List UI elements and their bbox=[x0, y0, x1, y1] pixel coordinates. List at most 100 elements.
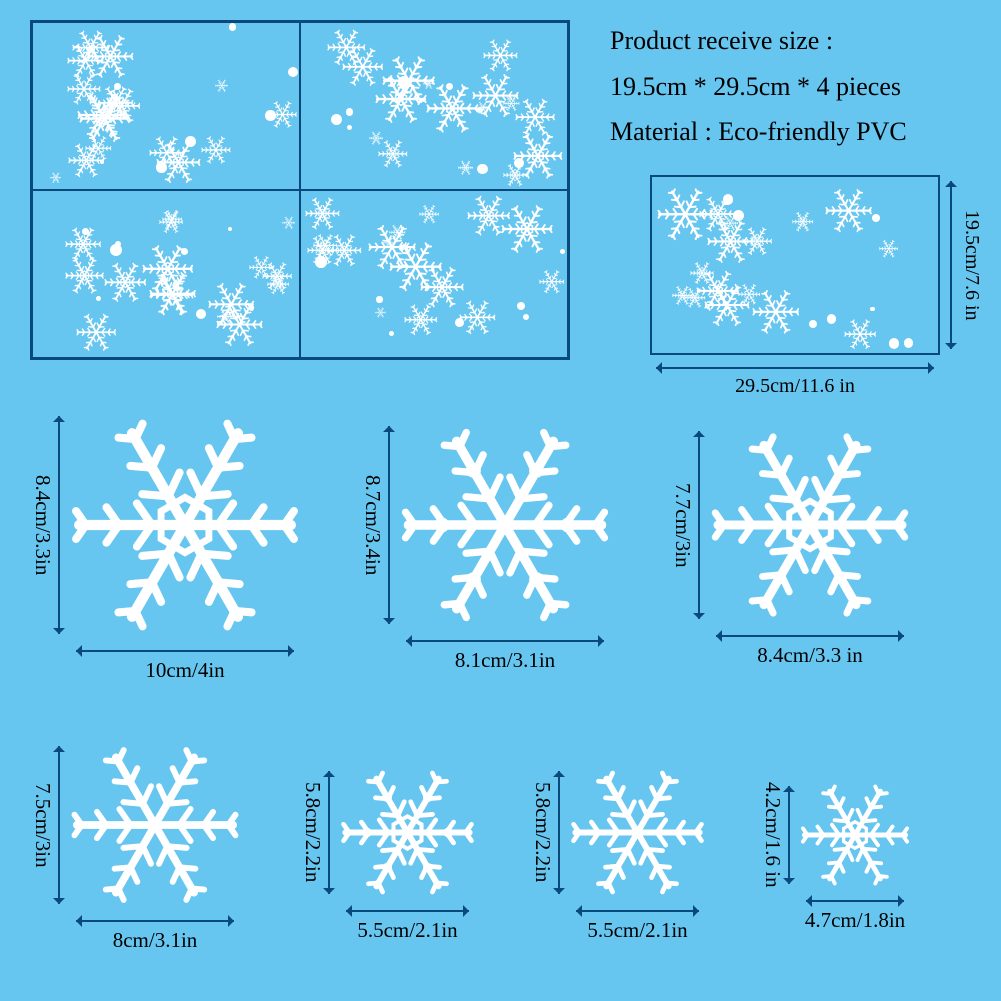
mini-snowflake-icon bbox=[404, 303, 438, 337]
mini-dot-icon bbox=[331, 114, 342, 125]
mini-snowflake-icon bbox=[503, 95, 520, 112]
mini-snowflake-icon bbox=[50, 172, 62, 184]
mini-snowflake-icon bbox=[307, 235, 338, 266]
height-label: 4.2cm/1.6 in bbox=[760, 780, 785, 890]
height-arrow bbox=[698, 431, 700, 619]
mini-snowflake-icon bbox=[375, 73, 427, 125]
width-arrow bbox=[576, 910, 699, 912]
width-label: 4.7cm/1.8in bbox=[800, 908, 910, 933]
mini-dot-icon bbox=[249, 306, 254, 311]
mini-dot-icon bbox=[100, 160, 104, 164]
height-label: 5.8cm/2.2in bbox=[300, 765, 325, 900]
mini-snowflake-icon bbox=[249, 255, 274, 280]
mini-dot-icon bbox=[809, 320, 817, 328]
mini-snowflake-icon bbox=[67, 42, 104, 79]
mini-dot-icon bbox=[560, 249, 565, 254]
mini-dot-icon bbox=[399, 245, 405, 251]
height-arrow bbox=[58, 746, 60, 904]
mini-snowflake-icon bbox=[215, 79, 228, 92]
mini-dot-icon bbox=[389, 331, 394, 336]
width-arrow bbox=[346, 910, 469, 912]
mini-snowflake-icon bbox=[76, 312, 116, 352]
width-label: 8.1cm/3.1in bbox=[400, 648, 610, 673]
mini-snowflake-icon bbox=[539, 269, 564, 294]
mini-snowflake-icon bbox=[149, 135, 185, 171]
mini-snowflake-icon bbox=[672, 285, 693, 306]
height-arrow bbox=[328, 771, 330, 894]
mini-dot-icon bbox=[115, 241, 121, 247]
mini-dot-icon bbox=[181, 248, 188, 255]
height-arrow bbox=[58, 416, 60, 634]
height-arrow bbox=[558, 771, 560, 894]
mini-snowflake-icon bbox=[515, 97, 555, 137]
snowflake-icon bbox=[710, 425, 970, 625]
single-sheet bbox=[650, 175, 940, 355]
product-title: Product receive size : bbox=[610, 20, 971, 62]
mini-snowflake-icon bbox=[389, 240, 442, 293]
mini-snowflake-icon bbox=[472, 72, 519, 119]
snowflake-icon bbox=[800, 780, 970, 890]
snowflake-5: 5.8cm/2.2in5.5cm/2.1in bbox=[340, 765, 535, 900]
snowflake-4: 7.5cm/3in8cm/3.1in bbox=[70, 740, 300, 910]
snowflake-row-2: 7.5cm/3in8cm/3.1in 5.8cm/2.2in5.5cm/2.1i… bbox=[30, 740, 971, 990]
mini-snowflake-icon bbox=[87, 33, 134, 80]
mini-snowflake-icon bbox=[103, 87, 141, 125]
mini-snowflake-icon bbox=[699, 195, 737, 233]
snowflake-icon bbox=[570, 765, 765, 900]
mini-snowflake-icon bbox=[327, 233, 362, 268]
mini-snowflake-icon bbox=[792, 211, 813, 232]
width-label: 10cm/4in bbox=[70, 658, 300, 683]
mini-dot-icon bbox=[904, 338, 914, 348]
mini-snowflake-icon bbox=[459, 299, 496, 336]
mini-dot-icon bbox=[517, 302, 525, 310]
width-arrow bbox=[716, 635, 904, 637]
mini-dot-icon bbox=[185, 136, 196, 147]
mini-snowflake-icon bbox=[369, 131, 383, 145]
height-label: 8.7cm/3.4in bbox=[360, 420, 385, 630]
mini-dot-icon bbox=[733, 210, 744, 221]
height-label: 8.4cm/3.3in bbox=[30, 410, 55, 640]
mini-snowflake-icon bbox=[684, 287, 706, 309]
mini-snowflake-icon bbox=[657, 186, 713, 242]
mini-snowflake-icon bbox=[342, 46, 384, 88]
mini-dot-icon bbox=[477, 107, 483, 113]
mini-snowflake-icon bbox=[368, 223, 416, 271]
mini-dot-icon bbox=[523, 314, 529, 320]
product-material: Material : Eco-friendly PVC bbox=[610, 111, 971, 153]
mini-snowflake-icon bbox=[476, 101, 490, 115]
mini-dot-icon bbox=[446, 83, 453, 90]
mini-snowflake-icon bbox=[825, 187, 872, 234]
mini-snowflake-icon bbox=[162, 209, 182, 229]
mini-snowflake-icon bbox=[262, 261, 292, 291]
mini-snowflake-icon bbox=[423, 78, 434, 89]
mini-dot-icon bbox=[347, 125, 352, 130]
mini-snowflake-icon bbox=[458, 160, 474, 176]
mini-snowflake-icon bbox=[752, 288, 800, 336]
mini-snowflake-icon bbox=[201, 135, 231, 165]
snowflake-icon bbox=[400, 420, 670, 630]
width-arrow bbox=[76, 650, 294, 652]
width-arrow bbox=[806, 900, 904, 902]
mini-snowflake-icon bbox=[305, 196, 340, 231]
mini-dot-icon bbox=[229, 23, 237, 31]
mini-dot-icon bbox=[455, 318, 464, 327]
mini-snowflake-icon bbox=[267, 273, 289, 295]
mini-snowflake-icon bbox=[72, 29, 109, 66]
mini-snowflake-icon bbox=[68, 142, 105, 179]
mini-snowflake-icon bbox=[879, 239, 898, 258]
mini-snowflake-icon bbox=[149, 270, 196, 317]
mini-snowflake-icon bbox=[156, 140, 201, 185]
mini-dot-icon bbox=[514, 158, 524, 168]
mini-snowflake-icon bbox=[704, 282, 750, 328]
mini-dot-icon bbox=[87, 46, 95, 54]
mini-dot-icon bbox=[96, 296, 101, 301]
mini-snowflake-icon bbox=[690, 261, 714, 285]
mini-snowflake-icon bbox=[420, 265, 464, 309]
width-label: 8.4cm/3.3 in bbox=[710, 643, 910, 668]
mini-snowflake-icon bbox=[383, 237, 395, 249]
snowflake-7: 4.2cm/1.6 in4.7cm/1.8in bbox=[800, 780, 970, 890]
width-label: 5.5cm/2.1in bbox=[570, 918, 705, 943]
height-arrow bbox=[788, 786, 790, 884]
single-sheet-width-arrow bbox=[656, 367, 934, 369]
mini-snowflake-icon bbox=[426, 82, 479, 135]
